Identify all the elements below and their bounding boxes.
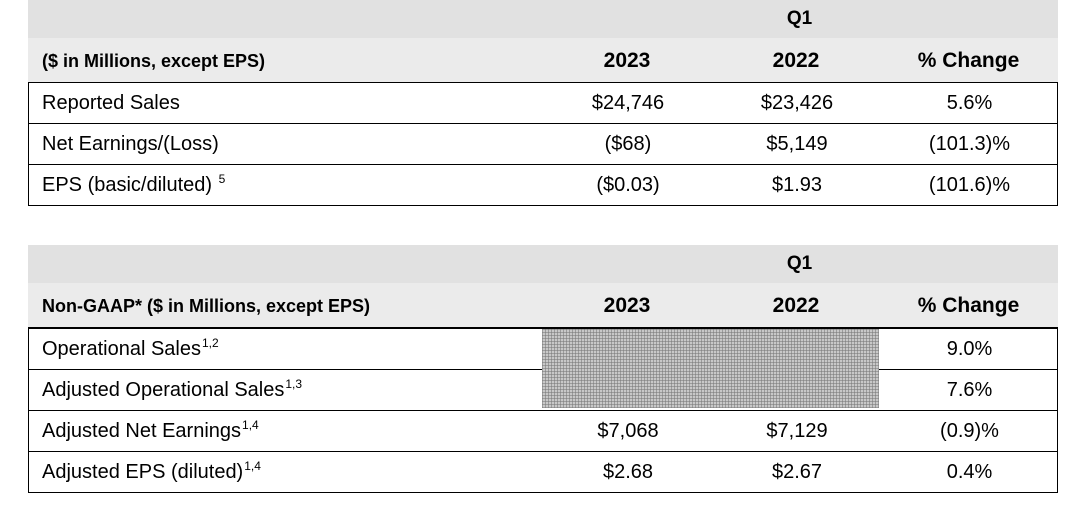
footnote-ref: 1,4 [242,418,259,432]
header-label: ($ in Millions, except EPS) [42,51,266,71]
value-2022: $7,129 [766,420,828,442]
value-2023: ($68) [604,133,652,155]
footnote-ref: 1,3 [285,377,303,391]
table-row: Adjusted EPS (diluted)1,4 $2.68 $2.67 0.… [29,451,1057,492]
value-2022: $23,426 [760,92,834,114]
header-year-2022: 2022 [772,49,820,72]
gaap-results-table: Q1 ($ in Millions, except EPS) 2023 2022… [28,0,1058,206]
footnote-ref: 1,2 [201,336,219,350]
value-change: 7.6% [946,379,993,401]
table-row: Adjusted Net Earnings1,4 $7,068 $7,129 (… [29,410,1057,451]
value-change: (0.9)% [940,420,999,442]
row-label: Operational Sales [42,338,201,360]
header-year-2023: 2023 [603,49,651,72]
table-row: Operational Sales1,2 9.0% [29,328,1057,369]
value-change: (101.6)% [928,174,1011,196]
value-change: 9.0% [946,338,993,360]
header-year-2023: 2023 [603,294,651,317]
value-change: (101.3)% [928,133,1011,155]
header-year-2022: 2022 [772,294,820,317]
non-gaap-results-table: Q1 Non-GAAP* ($ in Millions, except EPS)… [28,245,1058,493]
header-percent-change: % Change [917,49,1020,72]
value-2022: $5,149 [766,133,828,155]
row-label: Adjusted Operational Sales [42,379,285,401]
value-2023: $7,068 [597,420,659,442]
value-change: 0.4% [946,461,993,483]
row-label: Net Earnings/(Loss) [42,133,219,155]
period-label: Q1 [786,253,813,274]
row-label: Reported Sales [42,92,180,114]
header-label: Non-GAAP* ($ in Millions, except EPS) [42,296,371,316]
footnote-ref: 1,4 [244,459,261,473]
column-header-row: Non-GAAP* ($ in Millions, except EPS) 20… [28,283,1058,328]
row-label: Adjusted Net Earnings [42,420,242,442]
row-label: EPS (basic/diluted) [42,174,218,196]
table-body: Operational Sales1,2 9.0% Adjusted Opera… [28,328,1058,493]
value-2023: ($0.03) [596,174,660,196]
period-band: Q1 [28,0,1058,39]
column-header-row: ($ in Millions, except EPS) 2023 2022 % … [28,38,1058,83]
period-band: Q1 [28,245,1058,284]
value-change: 5.6% [946,92,993,114]
table-row: EPS (basic/diluted) 5 ($0.03) $1.93 (101… [29,164,1057,205]
redacted-cells-shading [542,329,879,408]
period-label: Q1 [786,8,813,29]
table-body: Reported Sales $24,746 $23,426 5.6% Net … [28,83,1058,206]
table-row: Net Earnings/(Loss) ($68) $5,149 (101.3)… [29,123,1057,164]
value-2023: $24,746 [591,92,665,114]
header-percent-change: % Change [917,294,1020,317]
row-label: Adjusted EPS (diluted) [42,461,244,483]
value-2022: $1.93 [771,174,823,196]
table-row: Reported Sales $24,746 $23,426 5.6% [29,83,1057,123]
value-2022: $2.67 [771,461,823,483]
footnote-ref: 5 [218,172,226,186]
value-2023: $2.68 [602,461,654,483]
